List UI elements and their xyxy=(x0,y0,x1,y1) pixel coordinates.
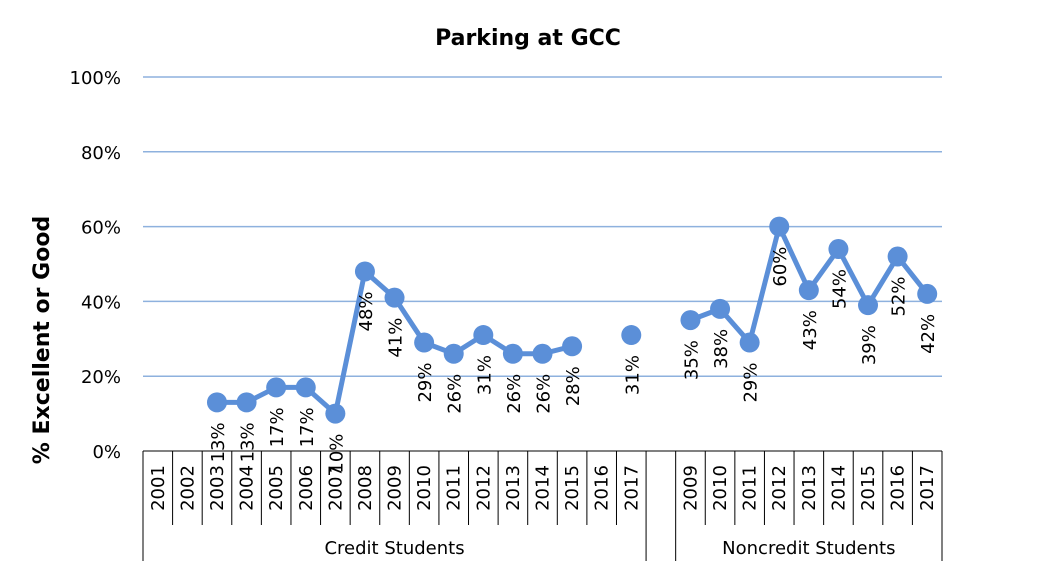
data-point xyxy=(739,332,760,353)
category-label: 2012 xyxy=(473,465,494,511)
category-label: 2006 xyxy=(296,465,317,511)
category-label: 2004 xyxy=(237,465,258,511)
category-label: 2003 xyxy=(207,465,228,511)
category-label: 2007 xyxy=(325,465,346,511)
y-tick-labels: 0% 20% 40% 60% 80% 100% xyxy=(70,68,121,463)
category-label: 2014 xyxy=(533,465,554,511)
data-label: 29% xyxy=(415,363,436,403)
y-tick-label: 60% xyxy=(81,218,121,239)
data-point xyxy=(769,216,790,237)
data-label: 17% xyxy=(297,407,318,447)
data-label: 52% xyxy=(889,277,910,317)
series-line-segment xyxy=(332,268,368,417)
data-point xyxy=(621,325,642,346)
category-axis: 2001 2002 2003 2004 2005 2006 2007 2008 2009 2010… xyxy=(142,450,943,561)
category-label: 2002 xyxy=(177,465,198,511)
data-label: 38% xyxy=(711,329,732,369)
data-label: 48% xyxy=(356,291,377,331)
data-point xyxy=(414,332,435,353)
category-label: 2010 xyxy=(414,465,435,511)
data-label: 28% xyxy=(563,366,584,406)
category-label: 2010 xyxy=(710,465,731,511)
category-label: 2011 xyxy=(740,465,761,511)
data-label: 17% xyxy=(267,407,288,447)
data-point xyxy=(206,392,227,413)
category-label: 2012 xyxy=(769,465,790,511)
data-point xyxy=(473,325,494,346)
category-label: 2016 xyxy=(888,465,909,511)
category-label: 2008 xyxy=(355,465,376,511)
gridlines xyxy=(143,76,942,377)
group-label: Credit Students xyxy=(324,538,464,559)
y-tick-label: 100% xyxy=(70,68,121,89)
series-line-segment xyxy=(835,246,871,308)
data-point xyxy=(532,343,553,364)
category-label: 2009 xyxy=(680,465,701,511)
category-label: 2009 xyxy=(385,465,406,511)
category-label: 2017 xyxy=(621,465,642,511)
chart-title: Parking at GCC xyxy=(435,26,621,51)
data-label: 43% xyxy=(800,310,821,350)
data-point xyxy=(917,283,938,304)
category-label: 2014 xyxy=(828,465,849,511)
category-label: 2015 xyxy=(562,465,583,511)
data-point xyxy=(858,295,879,316)
data-point xyxy=(354,261,375,282)
data-point xyxy=(325,403,346,424)
data-point xyxy=(236,392,257,413)
data-point xyxy=(798,280,819,301)
data-label: 26% xyxy=(534,374,555,414)
series-line-segment xyxy=(776,224,812,293)
series-line-segment xyxy=(747,224,782,346)
y-axis-label: % Excellent or Good xyxy=(30,216,55,464)
data-point xyxy=(295,377,316,398)
data-label: 31% xyxy=(622,355,643,395)
data-point xyxy=(680,310,701,331)
category-label: 2017 xyxy=(917,465,938,511)
data-point xyxy=(502,343,523,364)
category-label: 2011 xyxy=(444,465,465,511)
category-label: 2015 xyxy=(858,465,879,511)
data-labels: 13% 13% 17% 17% 10% 48% 41% 29% 26% 31% 26% 26% 28% 3… xyxy=(208,247,939,474)
data-label: 35% xyxy=(681,340,702,380)
data-label: 60% xyxy=(770,247,791,287)
y-tick-label: 40% xyxy=(81,292,121,313)
category-label: 2005 xyxy=(266,465,287,511)
data-label: 13% xyxy=(208,422,229,462)
category-label: 2001 xyxy=(148,465,169,511)
data-point xyxy=(887,246,908,267)
y-tick-label: 80% xyxy=(81,143,121,164)
data-point xyxy=(562,336,583,357)
category-label: 2016 xyxy=(592,465,613,511)
data-point xyxy=(828,239,849,260)
data-label: 26% xyxy=(504,374,525,414)
y-tick-label: 0% xyxy=(92,442,121,463)
data-point xyxy=(384,287,405,308)
y-tick-label: 20% xyxy=(81,367,121,388)
data-label: 39% xyxy=(859,325,880,365)
data-label: 13% xyxy=(238,422,259,462)
data-label: 41% xyxy=(386,318,407,358)
data-point xyxy=(443,343,464,364)
data-label: 42% xyxy=(918,314,939,354)
data-label: 10% xyxy=(326,434,347,474)
data-label: 54% xyxy=(829,269,850,309)
data-point xyxy=(266,377,287,398)
data-label: 31% xyxy=(474,355,495,395)
data-label: 26% xyxy=(445,374,466,414)
group-label: Noncredit Students xyxy=(722,538,895,559)
series xyxy=(206,216,938,424)
category-label: 2013 xyxy=(799,465,820,511)
data-point xyxy=(710,298,731,319)
category-label: 2013 xyxy=(503,465,524,511)
data-label: 29% xyxy=(741,363,762,403)
